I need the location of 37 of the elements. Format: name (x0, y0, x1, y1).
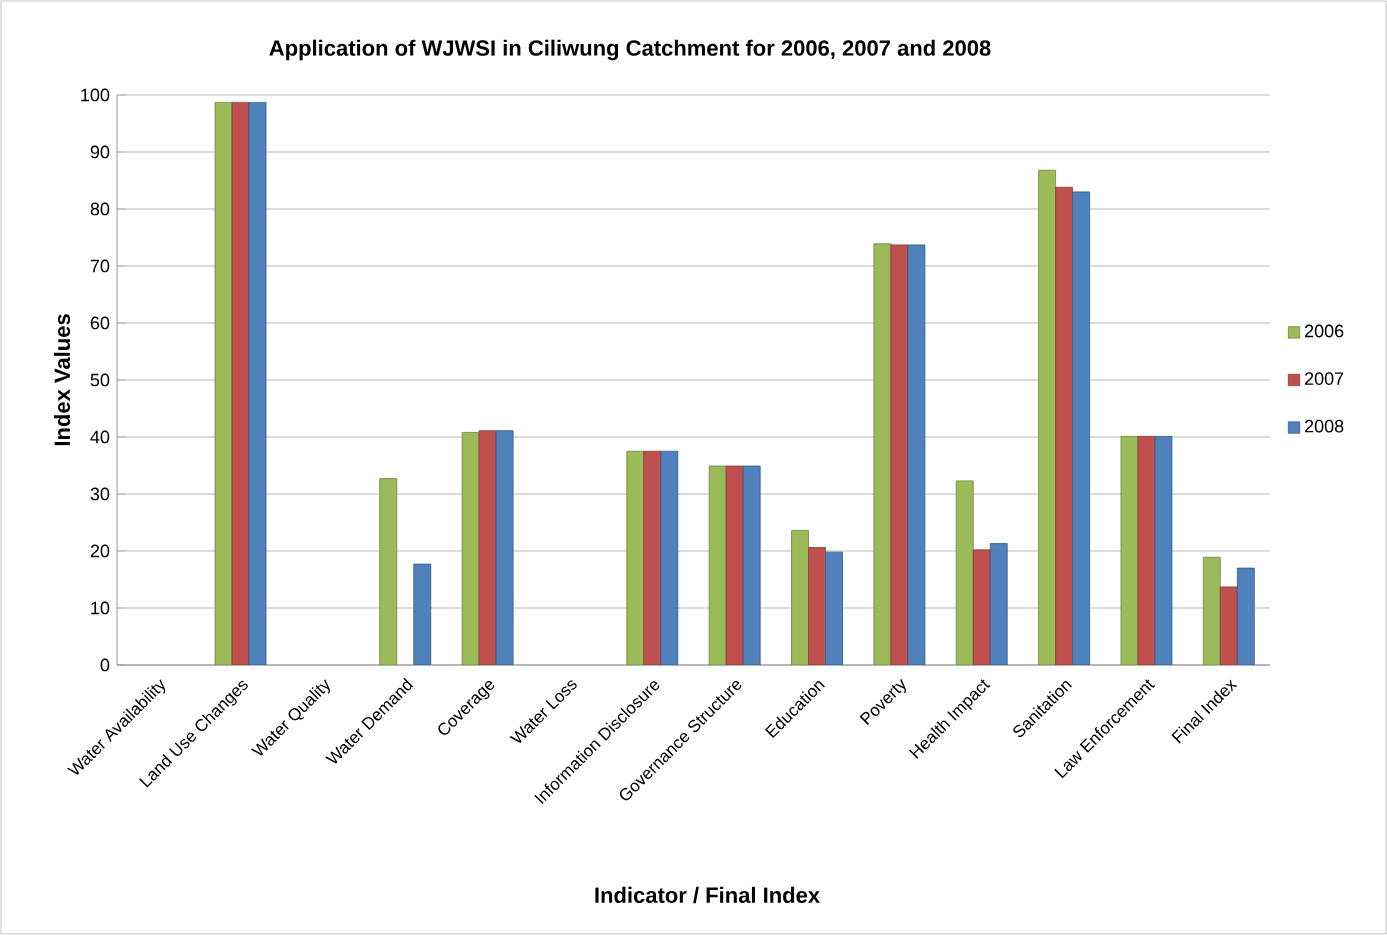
chart-title: Application of WJWSI in Ciliwung Catchment for 2006, 2007 and 2008 (269, 39, 991, 61)
legend-label: 2006 (1305, 324, 1344, 338)
bar (1236, 567, 1255, 665)
y-tick-label: 60 (90, 316, 110, 330)
bar (742, 465, 761, 665)
y-tick-label: 30 (90, 487, 110, 501)
bar (989, 543, 1008, 665)
bar (1219, 586, 1238, 665)
bar (643, 450, 662, 665)
bar (808, 547, 826, 665)
bar (660, 450, 679, 665)
legend-label: 2007 (1305, 372, 1344, 385)
bar (825, 551, 843, 665)
bar (725, 465, 744, 665)
bar (1072, 191, 1091, 665)
bar (955, 480, 974, 665)
legend-label: 2008 (1305, 419, 1344, 433)
bar (1055, 186, 1074, 665)
bar (413, 563, 432, 665)
y-tick-label: 80 (90, 202, 110, 216)
bar (708, 465, 727, 665)
y-axis-title: Index Values (53, 314, 71, 446)
y-tick-label: 10 (91, 601, 110, 615)
bar (1038, 169, 1057, 665)
y-tick-label: 70 (90, 259, 110, 273)
y-tick-label: 50 (90, 373, 110, 387)
y-tick-label: 0 (100, 658, 110, 672)
y-tick-label: 20 (90, 544, 110, 558)
y-tick-label: 90 (90, 145, 110, 159)
bar (791, 530, 809, 665)
bar (972, 549, 991, 665)
x-axis-title: Indicator / Final Index (595, 886, 820, 904)
bar (1202, 556, 1221, 665)
y-tick-label: 100 (81, 88, 110, 102)
bar (626, 450, 645, 665)
y-tick-label: 40 (90, 430, 110, 444)
bar (379, 478, 398, 665)
